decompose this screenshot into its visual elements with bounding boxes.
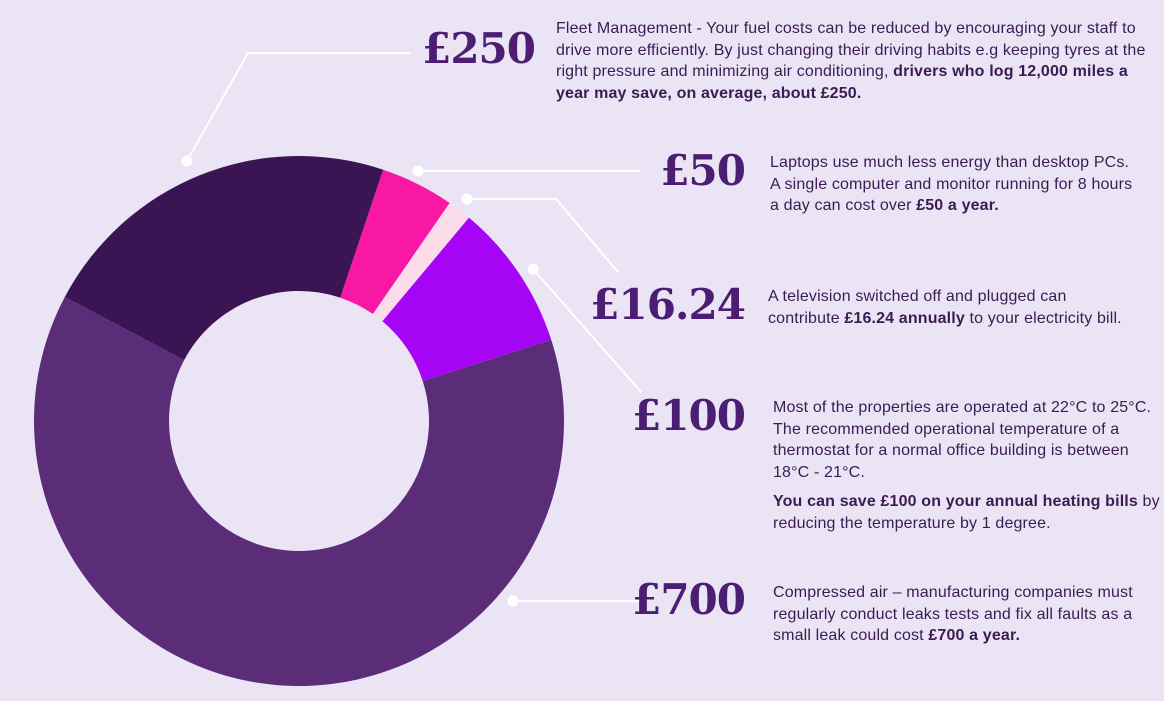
price-label-50: £50 <box>660 146 746 195</box>
connector-dot-0 <box>181 155 193 167</box>
connector-line-2 <box>466 198 619 273</box>
description-heating-save: You can save £100 on your annual heating… <box>773 493 1160 532</box>
description-laptops: Laptops use much less energy than deskto… <box>770 154 1133 214</box>
description-fuel: Fleet Management - Your fuel costs can b… <box>556 20 1146 102</box>
price-label-250: £250 <box>422 24 536 73</box>
description-compressed-air: Compressed air – manufacturing companies… <box>773 584 1133 644</box>
connector-dot-1 <box>412 165 424 177</box>
connector-line-0 <box>186 52 411 162</box>
donut-segment-100 <box>382 217 552 382</box>
connector-line-3 <box>532 268 642 393</box>
connector-dot-3 <box>527 263 539 275</box>
donut-segment-250 <box>64 155 384 361</box>
description-television: A television switched off and plugged ca… <box>768 288 1122 327</box>
description-heating: Most of the properties are operated at 2… <box>773 399 1152 481</box>
donut-segment-50 <box>340 169 450 315</box>
donut-segment-700 <box>33 296 564 686</box>
price-label-700: £700 <box>632 575 746 624</box>
connector-dot-2 <box>461 193 473 205</box>
price-label-100: £100 <box>632 391 746 440</box>
connector-dot-4 <box>507 595 519 607</box>
price-label-16-24: £16.24 <box>590 280 746 329</box>
donut-segment-1624 <box>372 203 469 322</box>
